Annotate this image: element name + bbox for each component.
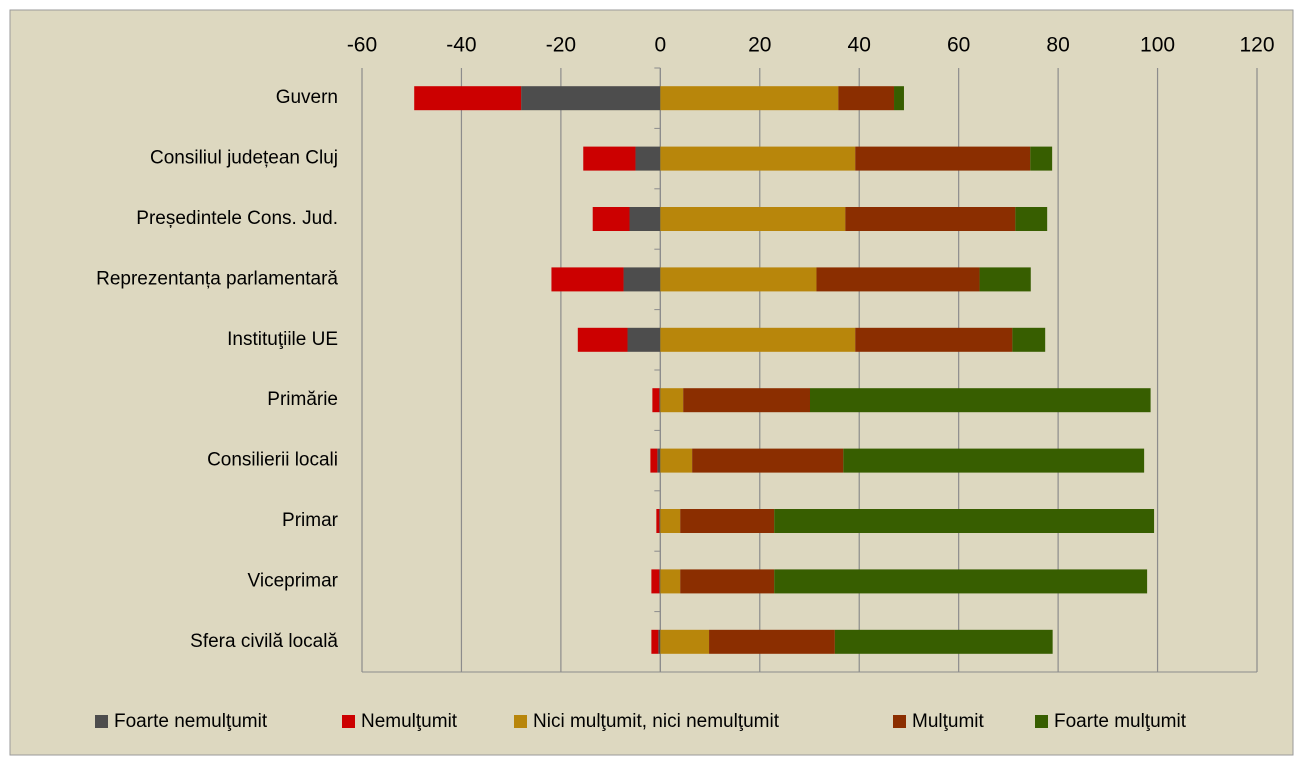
bar-segment bbox=[979, 267, 1031, 292]
bar-segment bbox=[774, 509, 1155, 533]
bar-segment bbox=[680, 569, 775, 594]
bar-segment bbox=[660, 569, 681, 594]
legend-label: Foarte nemulţumit bbox=[114, 711, 268, 732]
legend-label: Mulţumit bbox=[912, 711, 985, 732]
y-tick-label: Guvern bbox=[276, 87, 338, 108]
bar-segment bbox=[845, 207, 1016, 231]
bar-segment bbox=[1012, 327, 1046, 352]
x-tick-label: 0 bbox=[654, 34, 666, 57]
bar-segment bbox=[592, 207, 630, 231]
y-tick-label: Reprezentanța parlamentară bbox=[96, 268, 338, 289]
bar-segment bbox=[414, 86, 522, 111]
legend-swatch bbox=[1035, 715, 1048, 728]
bar-segment bbox=[683, 388, 810, 413]
bar-segment bbox=[855, 327, 1013, 352]
bar-segment bbox=[660, 86, 839, 111]
legend-label: Nici mulţumit, nici nemulţumit bbox=[533, 711, 780, 732]
bar-segment bbox=[660, 448, 693, 473]
bar-segment bbox=[1015, 207, 1048, 231]
x-tick-label: 100 bbox=[1140, 34, 1175, 57]
y-tick-label: Președintele Cons. Jud. bbox=[136, 208, 338, 229]
bar-segment bbox=[1030, 146, 1053, 171]
bar-segment bbox=[650, 448, 658, 473]
bar-segment bbox=[521, 86, 661, 111]
y-tick-label: Viceprimar bbox=[248, 570, 339, 591]
legend-swatch bbox=[95, 715, 108, 728]
bar-segment bbox=[855, 146, 1031, 171]
bar-segment bbox=[680, 509, 775, 533]
bar-segment bbox=[809, 388, 1151, 413]
y-tick-label: Consiliul județean Cluj bbox=[150, 148, 338, 169]
x-tick-label: 60 bbox=[947, 34, 970, 57]
bar-segment bbox=[652, 388, 660, 413]
legend-swatch bbox=[893, 715, 906, 728]
y-tick-label: Instituţiile UE bbox=[227, 329, 338, 350]
bar-segment bbox=[635, 146, 661, 171]
x-tick-label: 20 bbox=[748, 34, 771, 57]
bar-segment bbox=[774, 569, 1148, 594]
bar-segment bbox=[651, 569, 660, 594]
bar-segment bbox=[659, 509, 661, 533]
bar-segment bbox=[660, 146, 856, 171]
bar-segment bbox=[660, 207, 846, 231]
legend: Foarte nemulţumit Nemulţumit Nici mulţumit… bbox=[95, 711, 1187, 732]
y-tick-label: Sfera civilă locală bbox=[190, 631, 338, 652]
bar-segment bbox=[660, 629, 710, 654]
x-tick-label: -40 bbox=[446, 34, 476, 57]
bar-segment bbox=[651, 629, 659, 654]
bar-segment bbox=[660, 388, 684, 413]
bar-segment bbox=[627, 327, 661, 352]
bar-segment bbox=[659, 388, 661, 413]
bar-segment bbox=[623, 267, 661, 292]
plot-area: -60 -40 -20 0 20 40 60 80 100 120 Guvern Consiliul … bbox=[96, 34, 1275, 673]
bar-segment bbox=[577, 327, 628, 352]
bar-segment bbox=[816, 267, 980, 292]
bar-segment bbox=[843, 448, 1145, 473]
bar-segment bbox=[709, 629, 835, 654]
x-tick-label: -60 bbox=[347, 34, 377, 57]
bar-segment bbox=[656, 509, 660, 533]
y-tick-label: Primar bbox=[282, 510, 339, 531]
legend-swatch bbox=[342, 715, 355, 728]
bar-segment bbox=[583, 146, 636, 171]
legend-label: Foarte mulţumit bbox=[1054, 711, 1187, 732]
bar-segment bbox=[692, 448, 844, 473]
x-tick-label: 120 bbox=[1239, 34, 1274, 57]
legend-label: Nemulţumit bbox=[361, 711, 458, 732]
y-tick-label: Primărie bbox=[267, 389, 338, 410]
x-tick-label: -20 bbox=[546, 34, 576, 57]
bar-segment bbox=[660, 509, 681, 533]
bar-segment bbox=[657, 448, 661, 473]
bar-segment bbox=[658, 629, 661, 654]
bar-segment bbox=[838, 86, 895, 111]
bar-segment bbox=[660, 267, 817, 292]
bar-segment bbox=[659, 569, 661, 594]
bar-segment bbox=[629, 207, 661, 231]
bar-segment bbox=[551, 267, 624, 292]
bar-segment bbox=[660, 327, 856, 352]
bar-segment bbox=[834, 629, 1053, 654]
x-tick-label: 80 bbox=[1046, 34, 1069, 57]
x-tick-label: 40 bbox=[848, 34, 871, 57]
y-tick-label: Consilierii locali bbox=[207, 450, 338, 471]
bar-segment bbox=[894, 86, 904, 111]
legend-swatch bbox=[514, 715, 527, 728]
